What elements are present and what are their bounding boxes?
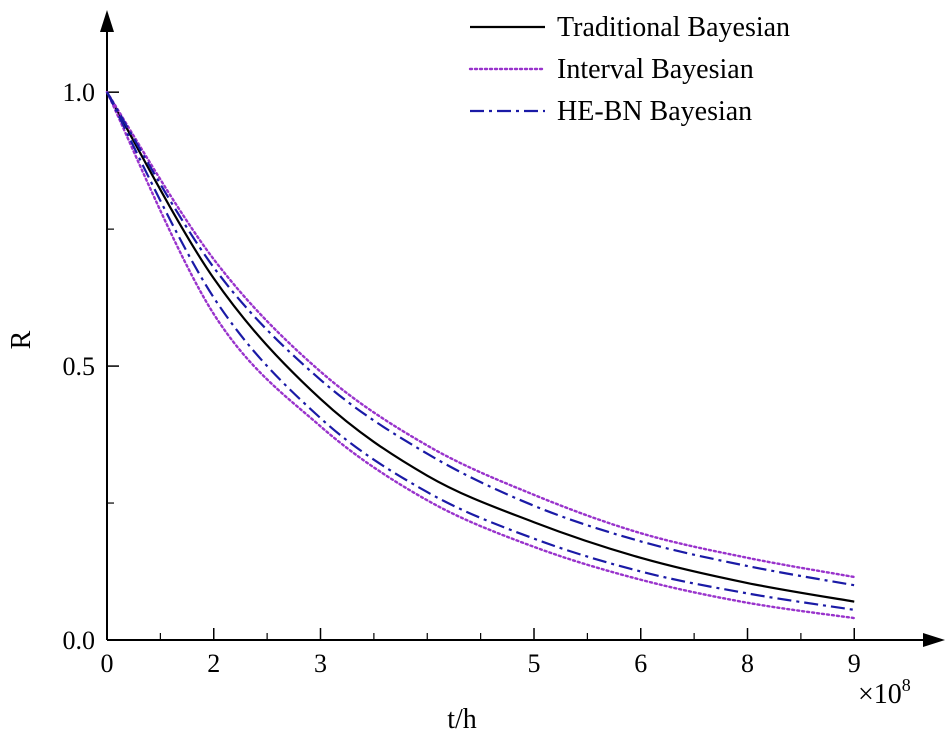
legend-label-0: Traditional Bayesian: [557, 12, 790, 43]
x-multiplier-base: ×10: [858, 679, 902, 710]
y-tick-label: 0.5: [63, 352, 96, 381]
y-axis-label: R: [6, 330, 37, 349]
x-axis-arrow: [923, 633, 945, 647]
x-multiplier-label: ×108: [858, 675, 911, 710]
x-multiplier-exponent: 8: [902, 675, 911, 695]
x-axis-label: t/h: [447, 704, 477, 735]
y-axis-arrow: [100, 10, 114, 32]
series-line-1: [105, 90, 856, 579]
series-line-2: [105, 90, 856, 620]
x-tick-label: 3: [314, 649, 327, 678]
series-line-0: [106, 91, 855, 603]
x-tick-label: 6: [634, 649, 647, 678]
axes: 0 2 3 5 6 8 9 0.0 0.5 1.0: [63, 10, 945, 678]
x-tick-label: 2: [207, 649, 220, 678]
series-line-4: [106, 91, 855, 611]
series-layer: [105, 90, 856, 620]
x-tick-label: 5: [528, 649, 541, 678]
x-tick-label: 9: [848, 649, 861, 678]
x-tick-label: 8: [741, 649, 754, 678]
legend-label-2: HE-BN Bayesian: [557, 96, 752, 127]
y-tick-label: 1.0: [63, 78, 96, 107]
legend-label-1: Interval Bayesian: [557, 54, 754, 85]
y-tick-label: 0.0: [63, 626, 96, 655]
x-tick-label: 0: [101, 649, 114, 678]
legend: Traditional Bayesian Interval Bayesian HE-…: [468, 12, 790, 127]
series-line-3: [106, 91, 855, 587]
